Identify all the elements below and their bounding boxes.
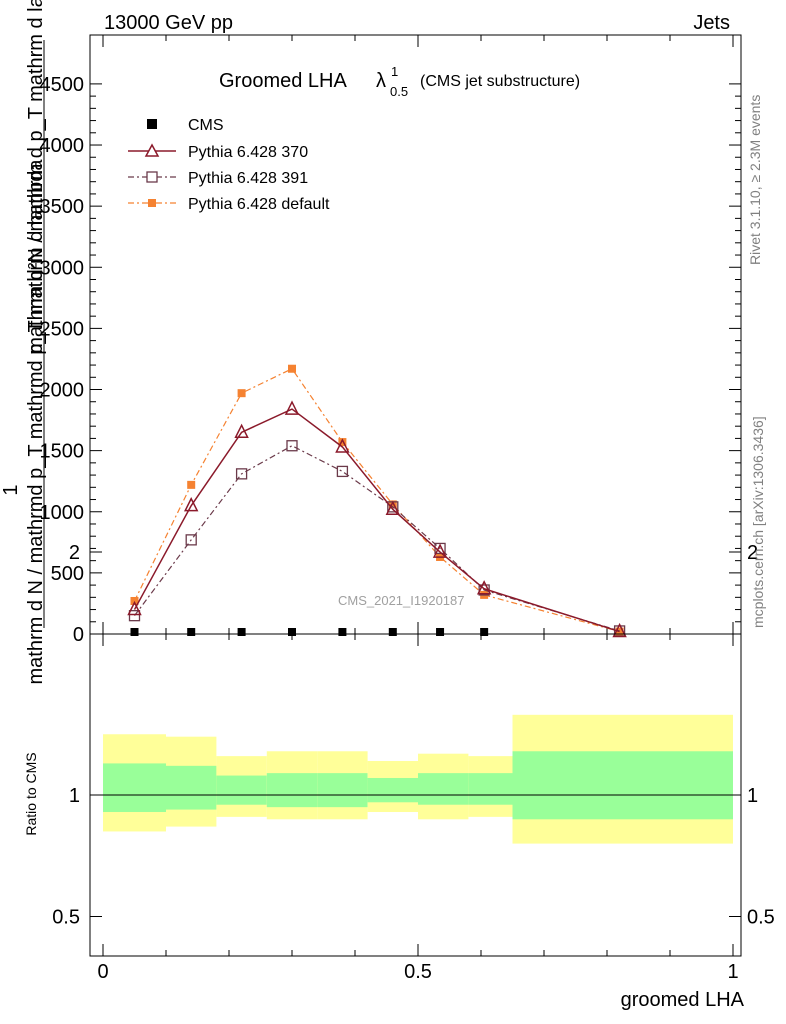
data-point-pythia-6-428-391 [128, 610, 141, 622]
main-y-axis: 0 500 1000 1500 2000 2500 3000 3500 4000 4500 [40, 35, 741, 646]
data-point-pythia-6-428-370 [612, 622, 627, 638]
data-point-pythia-6-428-370 [476, 580, 492, 595]
y-label-frac-den: mathrm d N / mathrmd p_T mathrmd p_T mat… [25, 159, 47, 685]
header-left: 13000 GeV pp [104, 12, 233, 34]
title-main: Groomed LHA [219, 70, 347, 92]
ratio-band-inner [512, 751, 733, 820]
legend-item-pythia-370: Pythia 6.428 370 [128, 143, 308, 161]
x-tick-label: 1 [727, 961, 738, 983]
series-line-pythia-6-428-370 [133, 408, 620, 633]
y-tick-label: 3500 [40, 196, 85, 218]
legend-item-pythia-391: Pythia 6.428 391 [128, 170, 308, 187]
x-tick-label: 0 [97, 961, 108, 983]
data-point-cms [130, 628, 139, 636]
legend-item-cms: CMS [147, 117, 224, 134]
data-point-cms [480, 628, 489, 636]
y-label-frac-top: mathrm d²N / mathrm d p_T mathrm d lambd… [25, 0, 47, 354]
y-label-frac-num: 1 [0, 484, 22, 495]
ratio-band-inner [266, 773, 318, 808]
legend-label-pythia-391: Pythia 6.428 391 [188, 170, 308, 187]
mcplots-credit: mcplots.cern.ch [arXiv:1306.3436] [750, 416, 766, 628]
ratio-y-tick-label-left: 1 [69, 785, 80, 807]
series-line-pythia-6-428-391 [134, 445, 620, 632]
main-y-label: 1 mathrm d²N / mathrm d p_T mathrm d lam… [0, 0, 47, 685]
data-point-cms [237, 628, 246, 636]
ratio-band-inner [468, 773, 513, 805]
legend: CMS Pythia 6.428 370 Pythia 6.428 391 Py… [128, 117, 330, 213]
legend-marker-pythia-default [148, 199, 156, 207]
data-point-pythia-6-428-391 [286, 440, 298, 452]
legend-item-pythia-default: Pythia 6.428 default [128, 196, 330, 213]
ratio-y-tick-label-left: 2 [69, 542, 80, 564]
data-point-pythia-6-428-370 [234, 423, 249, 439]
data-point-pythia-6-428-391 [235, 468, 248, 480]
title-suffix: (CMS jet substructure) [420, 73, 580, 90]
data-point-cms [187, 628, 196, 636]
data-point-pythia-6-428-370 [284, 400, 300, 415]
watermark: CMS_2021_I1920187 [338, 593, 465, 608]
ratio-y-tick-label-right: 2 [747, 542, 758, 564]
ratio-band-inner [317, 773, 368, 808]
data-point-cms [338, 628, 347, 636]
header-right: Jets [693, 12, 730, 34]
title-lambda: λ [376, 70, 386, 92]
data-point-cms [388, 628, 397, 636]
y-tick-label: 4500 [40, 74, 85, 96]
ratio-y-tick-label-right: 0.5 [747, 907, 775, 929]
ratio-band-inner [367, 777, 418, 803]
x-tick-label: 0.5 [404, 961, 432, 983]
ratio-y-label: Ratio to CMS [23, 752, 39, 835]
data-point-cms [436, 628, 445, 636]
title-sup: 1 [391, 64, 398, 79]
y-tick-label: 3000 [40, 257, 85, 279]
y-tick-label: 0 [73, 624, 84, 646]
data-point-pythia-6-428-370 [127, 600, 142, 616]
x-axis-label: groomed LHA [621, 989, 745, 1011]
ratio-y-tick-label-right: 1 [747, 785, 758, 807]
ratio-band-inner [166, 765, 217, 810]
y-tick-label: 4000 [40, 135, 85, 157]
data-point-pythia-6-428-370 [385, 500, 401, 516]
ratio-band-inner [103, 763, 166, 813]
legend-label-cms: CMS [188, 117, 224, 134]
legend-label-pythia-default: Pythia 6.428 default [188, 196, 330, 213]
data-point-pythia-6-428-default [338, 438, 347, 447]
legend-label-pythia-370: Pythia 6.428 370 [188, 144, 308, 161]
data-point-pythia-6-428-370 [183, 496, 199, 512]
plot-title: Groomed LHA λ 1 0.5 (CMS jet substructur… [219, 64, 580, 99]
data-point-pythia-6-428-370 [432, 543, 448, 558]
data-point-pythia-6-428-default [388, 500, 397, 509]
data-point-pythia-6-428-370 [335, 438, 350, 453]
data-point-pythia-6-428-default [237, 389, 246, 398]
legend-marker-pythia-370 [144, 143, 160, 157]
ratio-bands [103, 714, 733, 844]
data-point-pythia-6-428-391 [185, 534, 197, 546]
rivet-version: Rivet 3.1.10, ≥ 2.3M events [747, 95, 763, 265]
y-tick-label: 2000 [40, 380, 85, 402]
title-sub: 0.5 [390, 84, 408, 99]
y-tick-label: 1500 [40, 441, 85, 463]
main-series [127, 364, 627, 638]
ratio-y-tick-label-left: 0.5 [52, 907, 80, 929]
ratio-band-inner [216, 775, 267, 805]
data-point-pythia-6-428-default [187, 480, 196, 489]
y-tick-label: 1000 [40, 502, 85, 524]
data-point-pythia-6-428-default [288, 364, 296, 373]
y-tick-label: 500 [51, 563, 84, 585]
y-tick-label: 2500 [40, 318, 85, 340]
data-point-pythia-6-428-391 [336, 465, 349, 478]
data-point-cms [288, 628, 296, 636]
legend-marker-pythia-391 [146, 171, 158, 183]
ratio-band-inner [418, 773, 469, 805]
legend-marker-cms [147, 119, 157, 129]
